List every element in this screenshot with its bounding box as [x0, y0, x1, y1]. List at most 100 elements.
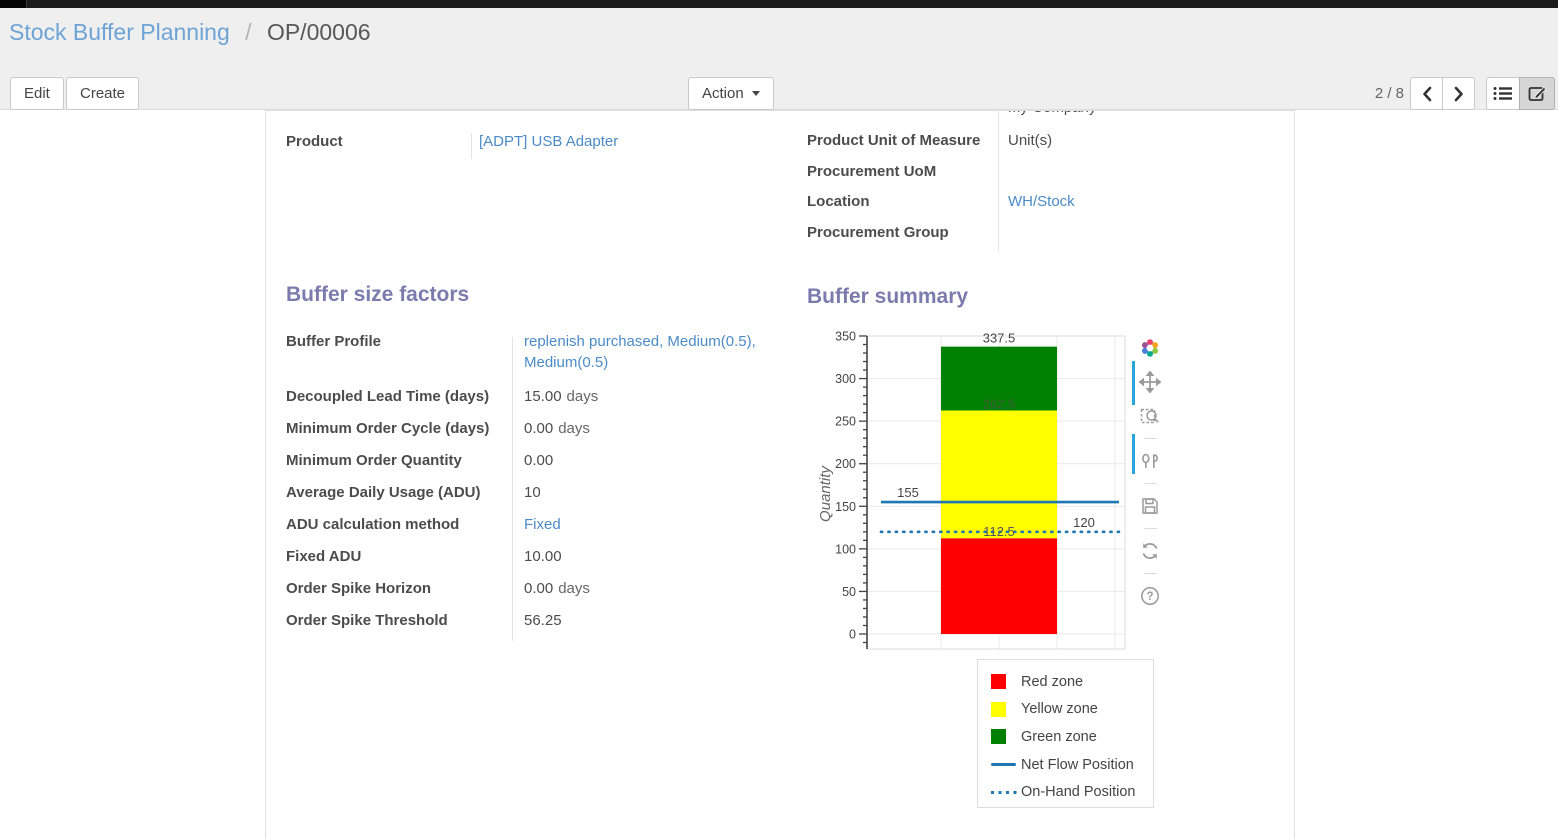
legend-swatch-dotted-line	[991, 790, 1021, 794]
legend-label: Green zone	[1021, 728, 1097, 745]
top-bar	[0, 0, 1558, 8]
modebar-active-strip	[1132, 434, 1135, 474]
modebar-divider	[1143, 483, 1157, 484]
svg-text:200: 200	[835, 457, 856, 471]
field-label: Location	[807, 193, 870, 211]
prev-page-button[interactable]	[1410, 77, 1443, 110]
svg-text:350: 350	[835, 331, 856, 344]
procurement-field-group: Product Unit of Measure Unit(s) Procuremen…	[807, 128, 1287, 250]
compare-hover-icon[interactable]	[1137, 448, 1163, 474]
field-value: 0.00 days	[524, 420, 590, 437]
legend-label: Red zone	[1021, 673, 1084, 690]
svg-text:300: 300	[835, 372, 856, 386]
legend-item[interactable]: Net Flow Position	[991, 751, 1153, 779]
field-unit-suffix: days	[558, 420, 590, 437]
chart-modebar: ?	[1132, 335, 1168, 617]
field-unit-suffix: days	[558, 580, 590, 597]
modebar-divider	[1143, 528, 1157, 529]
svg-text:262.5: 262.5	[983, 397, 1016, 412]
field-label: Minimum Order Cycle (days)	[286, 420, 490, 437]
field-value: 0.00 days	[524, 580, 590, 597]
form-view-button[interactable]	[1519, 77, 1555, 110]
clipped-field-value: My Company	[1008, 111, 1228, 119]
pan-icon[interactable]	[1137, 369, 1163, 395]
field-row: Minimum Order Cycle (days) 0.00 days	[286, 416, 816, 448]
reset-axes-icon[interactable]	[1137, 538, 1163, 564]
svg-text:100: 100	[835, 542, 856, 556]
field-row: Average Daily Usage (ADU) 10	[286, 480, 816, 512]
field-label: ADU calculation method	[286, 516, 460, 533]
field-link[interactable]: replenish purchased, Medium(0.5), Medium…	[524, 333, 756, 371]
field-value	[998, 159, 1008, 161]
breadcrumb-separator: /	[245, 19, 252, 45]
pager-count: 2 / 8	[1374, 85, 1404, 102]
field-row: Fixed ADU 10.00	[286, 544, 816, 576]
legend-item[interactable]: Red zone	[991, 668, 1153, 696]
field-link[interactable]: WH/Stock	[1008, 193, 1075, 211]
legend-item[interactable]: Yellow zone	[991, 696, 1153, 724]
legend-item[interactable]: Green zone	[991, 723, 1153, 751]
legend-label: Net Flow Position	[1021, 756, 1134, 773]
breadcrumb-parent-link[interactable]: Stock Buffer Planning	[9, 19, 230, 45]
field-label: Procurement UoM	[807, 162, 937, 180]
svg-text:112.5: 112.5	[983, 524, 1015, 539]
field-value: 15.00 days	[524, 388, 599, 405]
product-field-group: Product [ADPT] USB Adapter	[286, 129, 791, 160]
field-link[interactable]: [ADPT] USB Adapter	[479, 133, 619, 150]
group-separator	[998, 111, 999, 251]
legend-item[interactable]: On-Hand Position	[991, 778, 1153, 806]
field-label: Buffer Profile	[286, 333, 382, 350]
field-row: Procurement Group	[807, 220, 1287, 251]
field-row: Location WH/Stock	[807, 189, 1287, 220]
field-row: Minimum Order Quantity 0.00	[286, 448, 816, 480]
box-zoom-icon[interactable]	[1137, 403, 1163, 429]
save-icon[interactable]	[1137, 493, 1163, 519]
list-view-button[interactable]	[1486, 77, 1520, 110]
help-icon[interactable]: ?	[1137, 583, 1163, 609]
field-label: Minimum Order Quantity	[286, 452, 462, 469]
field-unit-suffix: days	[566, 388, 599, 405]
modebar-divider	[1143, 438, 1157, 439]
plotly-logo-icon[interactable]	[1137, 335, 1163, 361]
action-dropdown-button[interactable]: Action	[688, 77, 774, 110]
next-page-button[interactable]	[1442, 77, 1475, 110]
chevron-right-icon	[1454, 86, 1463, 101]
section-title-buffer-size-factors: Buffer size factors	[286, 283, 470, 306]
chevron-left-icon	[1422, 86, 1431, 101]
edit-button[interactable]: Edit	[10, 77, 64, 110]
field-row: ADU calculation method Fixed	[286, 512, 816, 544]
field-label: Product Unit of Measure	[807, 132, 981, 149]
control-panel	[0, 8, 1558, 110]
svg-text:337.5: 337.5	[983, 331, 1016, 346]
field-row: Procurement UoM	[807, 159, 1287, 190]
field-row: Buffer Profile replenish purchased, Mediu…	[286, 329, 816, 384]
legend-swatch-line	[991, 763, 1021, 767]
field-row: Product Unit of Measure Unit(s)	[807, 128, 1287, 159]
legend-label: On-Hand Position	[1021, 784, 1136, 801]
legend-swatch-square	[991, 674, 1021, 690]
svg-text:?: ?	[1146, 591, 1153, 603]
create-button[interactable]: Create	[66, 77, 140, 110]
edit-form-icon	[1528, 86, 1546, 101]
field-row: Order Spike Horizon 0.00 days	[286, 576, 816, 608]
field-value: 0.00	[524, 452, 554, 469]
field-label: Order Spike Horizon	[286, 580, 432, 597]
field-label: Fixed ADU	[286, 548, 362, 565]
field-value: 56.25	[524, 612, 562, 629]
buffer-summary-chart[interactable]: 0 50 100 150 200 250 300 350 337.5 262.5 112.5 155 1…	[817, 331, 1139, 661]
field-link[interactable]: Fixed	[524, 516, 561, 533]
field-row: Order Spike Threshold 56.25	[286, 608, 816, 640]
legend-label: Yellow zone	[1021, 701, 1098, 718]
breadcrumb-current: OP/00006	[266, 19, 371, 45]
modebar-divider	[1143, 573, 1157, 574]
field-label: Procurement Group	[807, 223, 949, 241]
field-value: 10.00	[524, 548, 562, 565]
breadcrumb: Stock Buffer Planning / OP/00006	[9, 19, 371, 46]
view-switcher	[1486, 77, 1555, 110]
group-separator	[512, 337, 513, 641]
svg-text:155: 155	[897, 485, 919, 500]
svg-text:0: 0	[849, 628, 856, 642]
svg-text:250: 250	[835, 415, 856, 429]
chart-y-axis-title: Quantity	[817, 465, 834, 522]
field-label: Product	[286, 133, 343, 150]
